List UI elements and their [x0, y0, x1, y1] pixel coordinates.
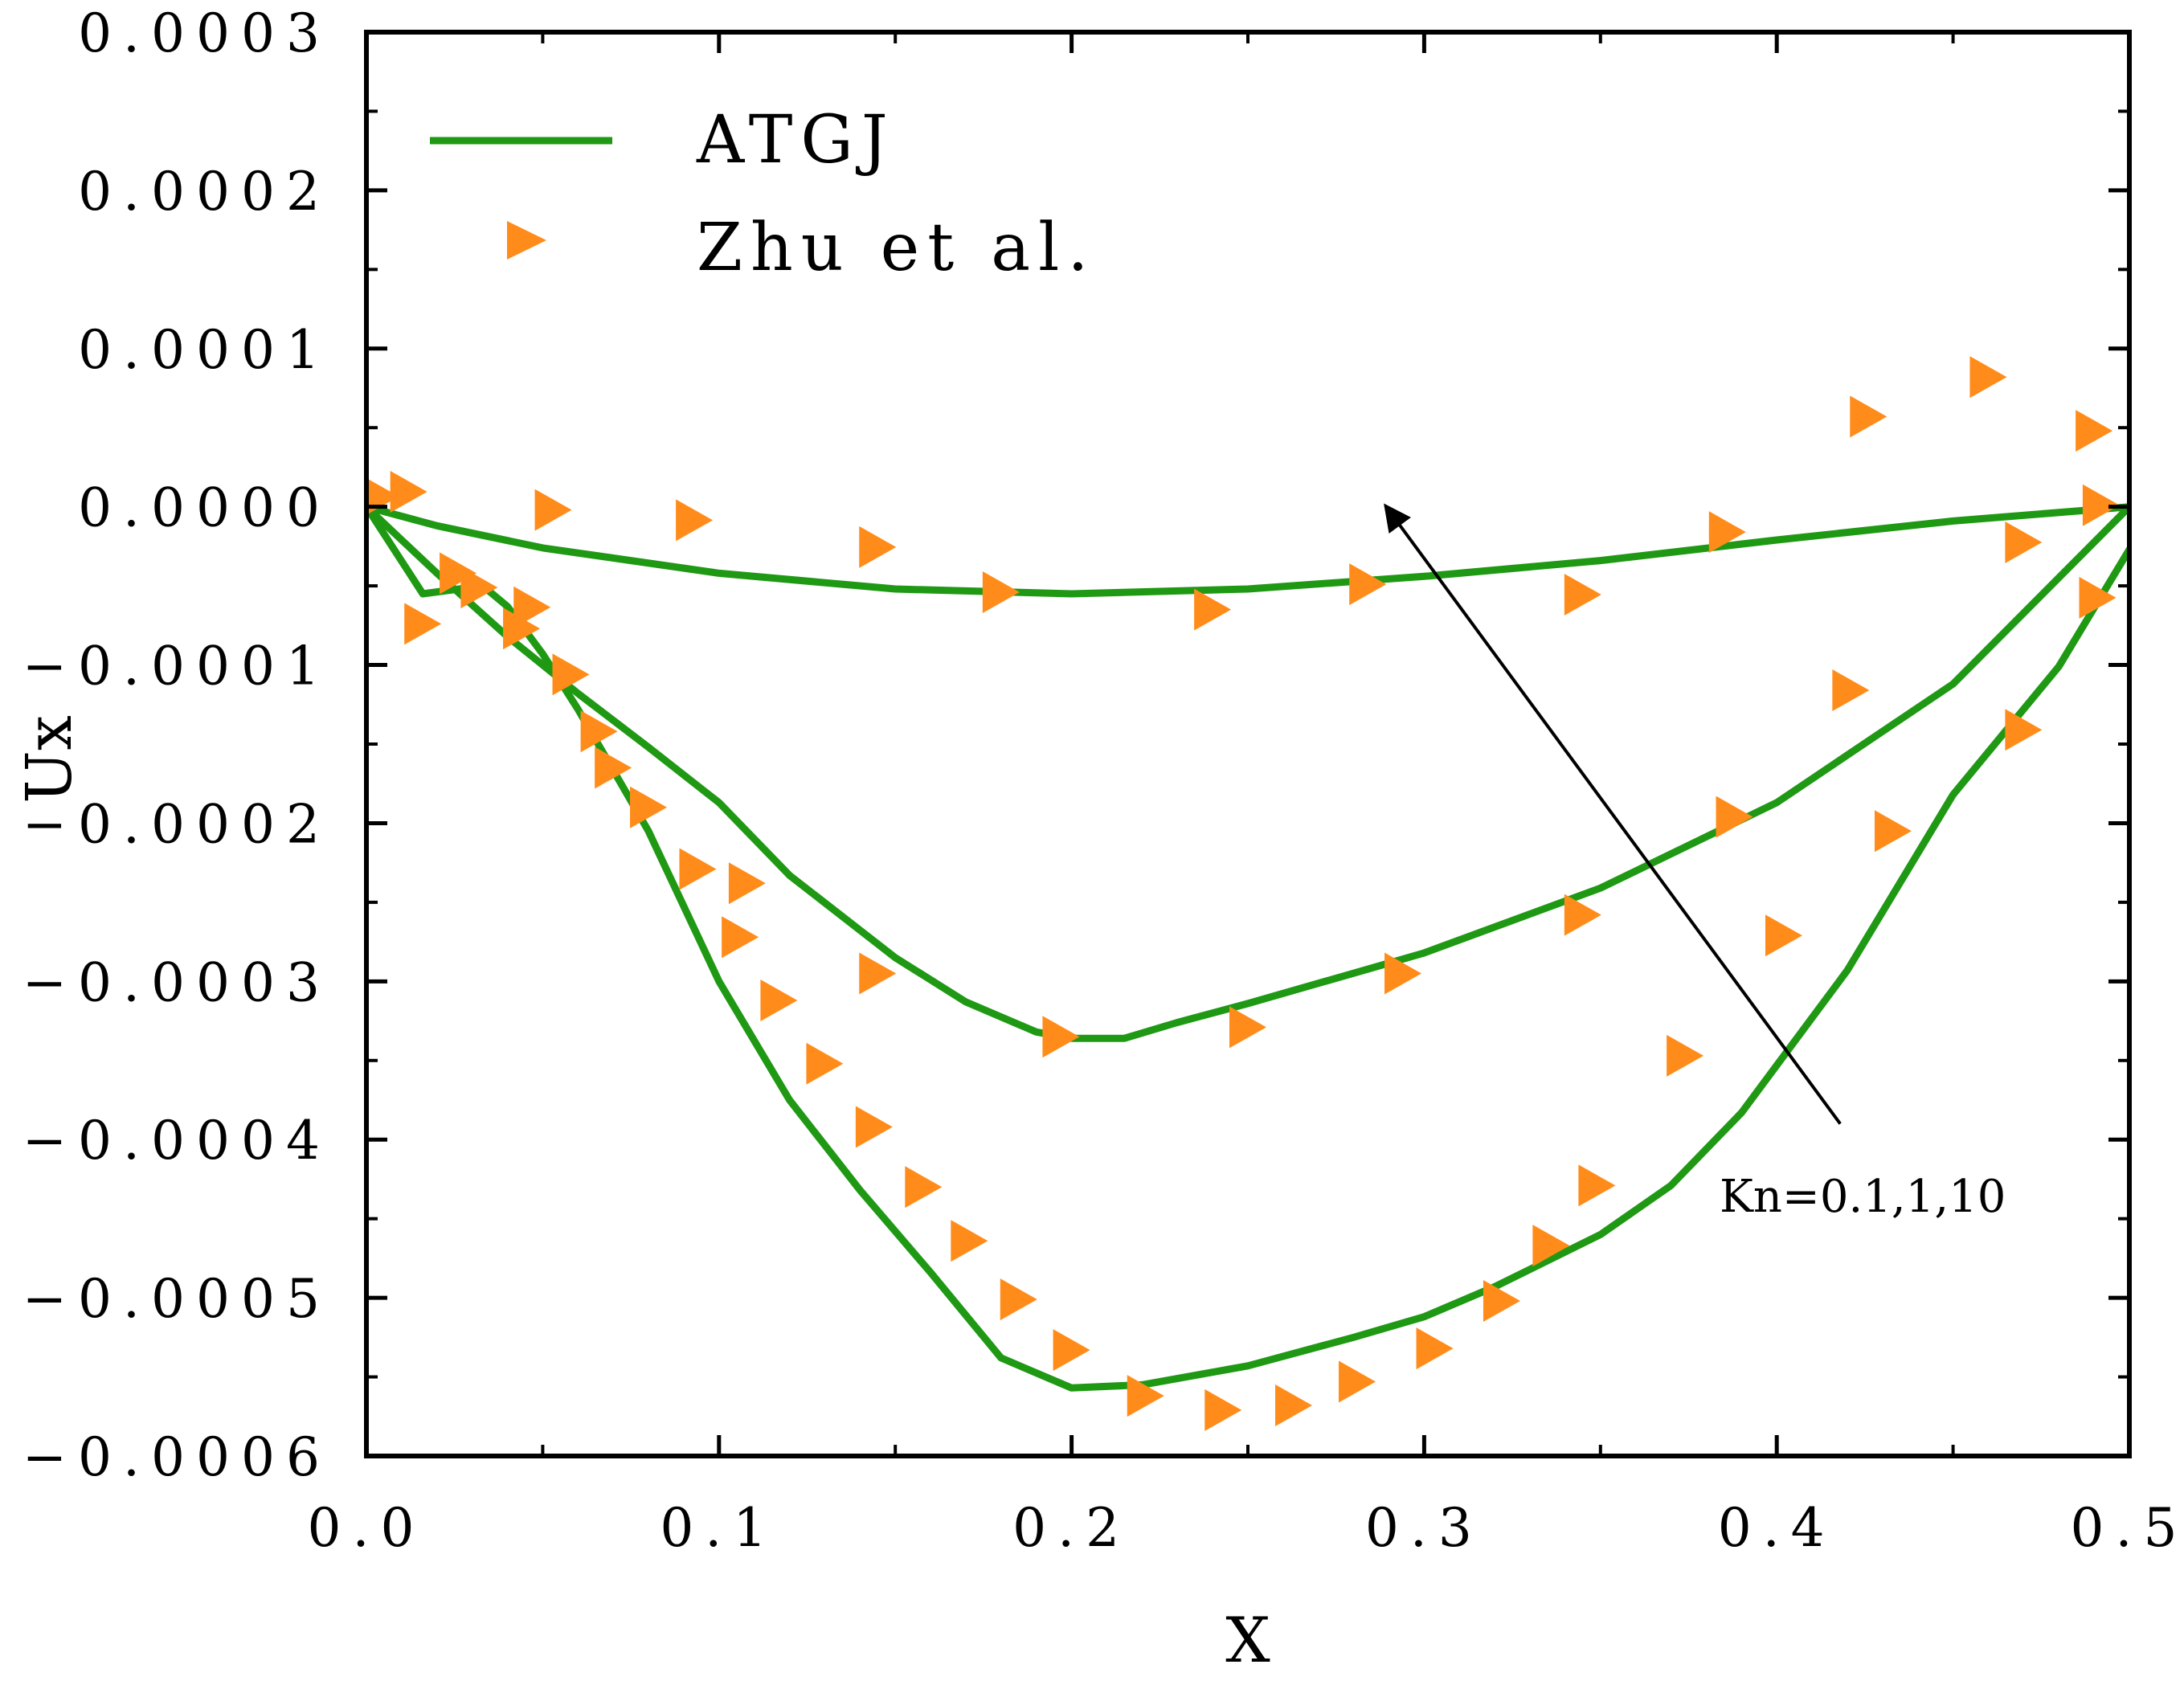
- legend-label-atgj: ATGJ: [696, 102, 896, 178]
- labels-layer: 0.0 0.1 0.2 0.3 0.4 0.5 0.0003 0.0002 0.0001 0.00…: [22, 2, 2184, 1559]
- data-point: [1127, 1375, 1164, 1417]
- x-tick-label: 0.1: [660, 1497, 778, 1559]
- data-point: [1416, 1327, 1454, 1370]
- data-point: [1275, 1384, 1313, 1426]
- y-tick-label: −0.0006: [22, 1426, 331, 1488]
- y-axis-title: Ux: [14, 715, 86, 804]
- series-line-1: [366, 503, 2129, 1042]
- data-point: [2005, 521, 2043, 563]
- x-tick-label: 0.2: [1012, 1497, 1131, 1559]
- y-tick-label: −0.0002: [22, 793, 331, 855]
- data-point: [806, 1042, 844, 1085]
- data-point: [2076, 410, 2113, 452]
- data-point: [1349, 563, 1387, 606]
- data-point: [855, 1106, 893, 1148]
- data-point: [580, 710, 618, 753]
- x-tick-label: 0.5: [2071, 1497, 2184, 1559]
- annotation-label: Kn=0.1,1,10: [1720, 1171, 2006, 1223]
- data-point: [1483, 1280, 1520, 1323]
- data-point: [513, 586, 551, 628]
- y-tick-label: −0.0004: [22, 1110, 331, 1172]
- data-point: [1716, 796, 1753, 838]
- data-point: [676, 499, 714, 542]
- y-tick-label: 0.0003: [78, 2, 331, 64]
- data-point: [503, 607, 541, 650]
- y-tick-label: −0.0001: [22, 636, 331, 697]
- data-point: [1850, 395, 1887, 438]
- data-point: [2079, 576, 2117, 619]
- data-point: [728, 862, 766, 905]
- data-point: [1053, 1329, 1090, 1372]
- data-point: [552, 653, 590, 696]
- data-point: [460, 566, 498, 609]
- data-point: [1765, 914, 1802, 957]
- x-tick-label: 0.0: [308, 1497, 426, 1559]
- y-tick-label: 0.0001: [78, 319, 331, 381]
- data-point: [1969, 356, 2007, 399]
- data-point: [2005, 709, 2043, 751]
- data-point: [859, 952, 897, 995]
- series-line-2: [366, 503, 2129, 1392]
- series-line-0: [366, 503, 2129, 598]
- data-point: [440, 552, 477, 595]
- data-point: [1000, 1278, 1037, 1321]
- data-point: [1229, 1006, 1266, 1049]
- x-tick-label: 0.4: [1718, 1497, 1836, 1559]
- legend-label-zhu: Zhu et al.: [697, 210, 1096, 286]
- y-tick-label: −0.0003: [22, 951, 331, 1013]
- y-tick-label: 0.0002: [78, 161, 331, 223]
- data-point: [595, 746, 632, 789]
- data-point: [1564, 894, 1601, 936]
- data-point: [390, 470, 427, 513]
- data-point: [1832, 669, 1870, 712]
- x-axis-title: X: [1225, 1605, 1270, 1677]
- data-point: [630, 786, 668, 828]
- axes-layer: [364, 30, 2132, 1458]
- data-point: [1204, 1389, 1242, 1431]
- data-point: [1708, 511, 1746, 554]
- data-point: [859, 526, 897, 568]
- data-point: [1042, 1016, 1080, 1058]
- data-point: [722, 916, 759, 959]
- series-layer: [366, 356, 2129, 1431]
- data-point: [1667, 1034, 1704, 1077]
- legend: ATGJ Zhu et al.: [430, 102, 1096, 286]
- annotation: Kn=0.1,1,10: [1384, 503, 2006, 1223]
- data-point: [1339, 1360, 1376, 1403]
- data-point: [982, 571, 1020, 613]
- data-point: [1532, 1225, 1570, 1267]
- legend-triangle-swatch: [507, 221, 546, 260]
- data-point: [1194, 588, 1232, 631]
- data-point: [404, 603, 442, 645]
- data-point: [905, 1166, 943, 1209]
- y-tick-label: 0.0000: [78, 477, 331, 539]
- data-point: [1578, 1164, 1616, 1207]
- data-point: [1384, 952, 1422, 995]
- data-point: [951, 1220, 988, 1262]
- data-point: [1564, 573, 1601, 616]
- x-tick-label: 0.3: [1365, 1497, 1483, 1559]
- y-tick-label: −0.0005: [22, 1268, 331, 1330]
- data-point: [760, 979, 798, 1021]
- data-point: [679, 848, 717, 890]
- data-point: [534, 489, 572, 531]
- data-point: [1875, 810, 1912, 853]
- data-point: [2082, 484, 2120, 526]
- annotation-arrow: [1384, 503, 1842, 1125]
